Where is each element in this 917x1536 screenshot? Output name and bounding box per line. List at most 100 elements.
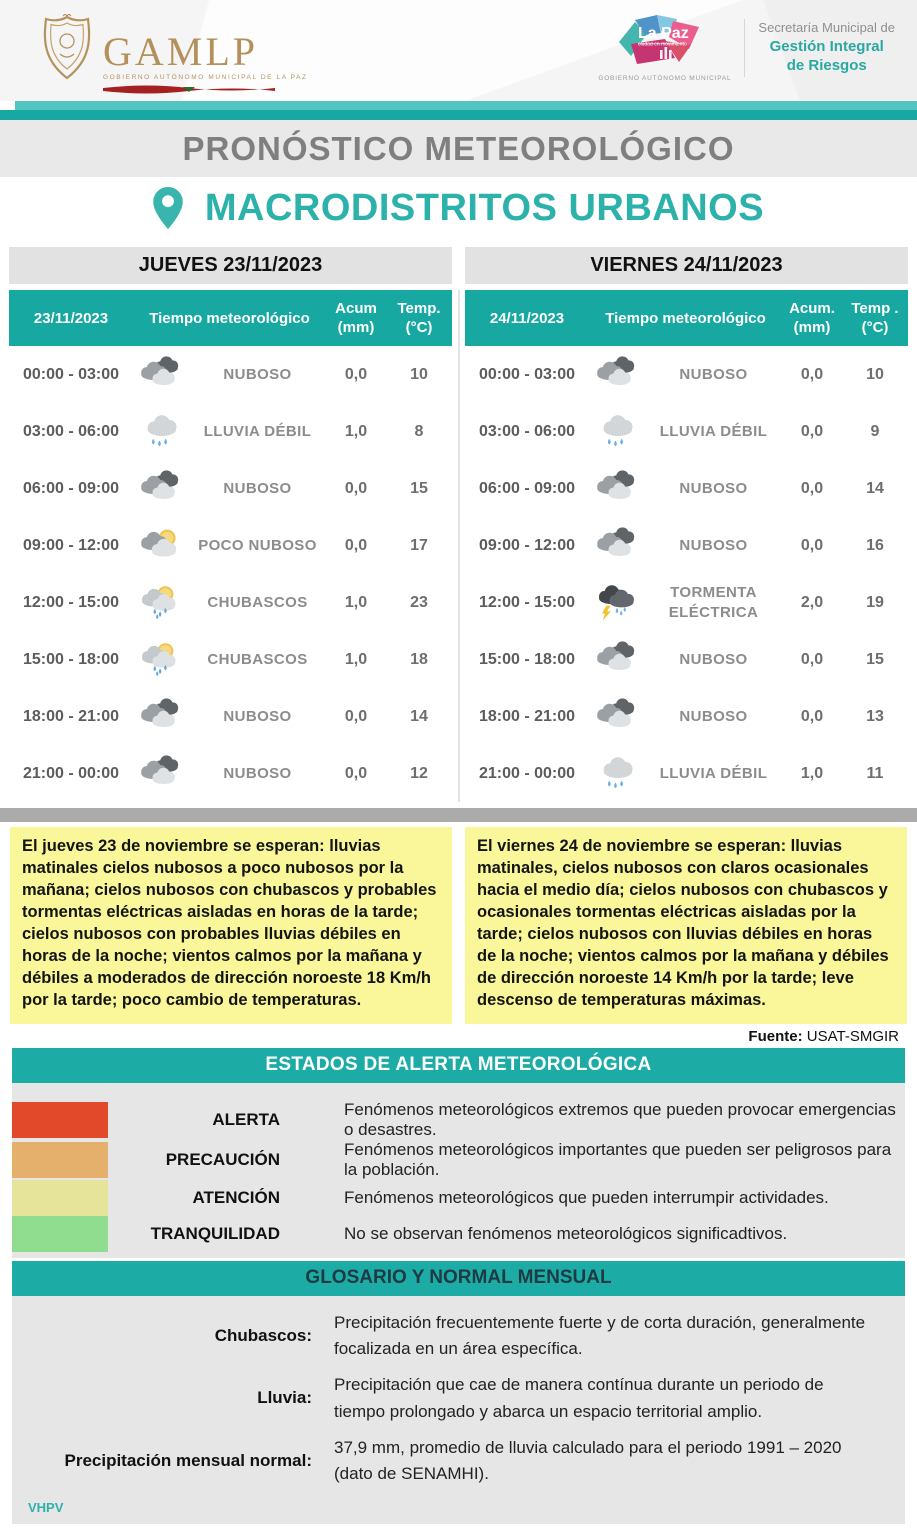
separator-bar bbox=[0, 808, 917, 822]
forecast-section: JUEVES 23/11/2023 23/11/2023 Tiempo mete… bbox=[0, 247, 917, 802]
weather-condition: POCO NUBOSO bbox=[198, 536, 317, 554]
glossary-term: Precipitación mensual normal: bbox=[64, 1451, 312, 1471]
time-range: 03:00 - 06:00 bbox=[478, 422, 576, 440]
alert-label: PRECAUCIÓN bbox=[165, 1149, 280, 1169]
page-subtitle: MACRODISTRITOS URBANOS bbox=[204, 186, 765, 229]
header-divider bbox=[744, 19, 746, 77]
lapaz-brand-block: La Paz ciudad en movimiento GOBIERNO AUT… bbox=[598, 14, 901, 82]
accumulation-value: 1,0 bbox=[344, 650, 368, 668]
time-range: 21:00 - 00:00 bbox=[22, 764, 120, 782]
gamlp-acronym: GAMLP bbox=[103, 29, 259, 74]
temperature-value: 15 bbox=[866, 650, 884, 668]
alert-description: Fenómenos meteorológicos que pueden inte… bbox=[344, 1187, 829, 1207]
alert-description: Fenómenos meteorológicos importantes que… bbox=[344, 1139, 892, 1179]
alert-label: ATENCIÓN bbox=[192, 1187, 280, 1207]
author-initials: VHPV bbox=[28, 1499, 64, 1515]
forecast-rows: 00:00 - 03:00 NUBOSO 0,0 10 03:00 - 06:0… bbox=[9, 346, 452, 802]
accumulation-value: 0,0 bbox=[344, 536, 368, 554]
alert-color-swatch bbox=[12, 1179, 108, 1216]
weather-condition: NUBOSO bbox=[223, 479, 292, 497]
source-line: Fuente: USAT-SMGIR bbox=[0, 1024, 917, 1048]
column-acum: Acum (mm) bbox=[335, 299, 377, 337]
lapaz-caption: GOBIERNO AUTÓNOMO MUNICIPAL bbox=[598, 75, 732, 82]
showers-icon bbox=[133, 641, 189, 679]
alert-color-swatch bbox=[12, 1215, 108, 1252]
forecast-row: 00:00 - 03:00 NUBOSO 0,0 10 bbox=[465, 346, 908, 403]
glossary-definition: Precipitación frecuentemente fuerte y de… bbox=[334, 1312, 866, 1358]
column-acum: Acum. (mm) bbox=[789, 299, 835, 337]
cloudy-icon bbox=[133, 698, 189, 736]
forecast-rows: 00:00 - 03:00 NUBOSO 0,0 10 03:00 - 06:0… bbox=[465, 346, 908, 802]
time-range: 12:00 - 15:00 bbox=[22, 593, 120, 611]
weather-condition: LLUVIA DÉBIL bbox=[659, 764, 768, 782]
alerts-title: ESTADOS DE ALERTA METEOROLÓGICA bbox=[12, 1047, 905, 1083]
accumulation-value: 0,0 bbox=[344, 365, 368, 383]
source-label: Fuente: bbox=[748, 1027, 803, 1045]
forecast-row: 18:00 - 21:00 NUBOSO 0,0 14 bbox=[9, 688, 452, 745]
accumulation-value: 1,0 bbox=[800, 764, 824, 782]
forecast-row: 06:00 - 09:00 NUBOSO 0,0 14 bbox=[465, 460, 908, 517]
column-weather: Tiempo meteorológico bbox=[149, 309, 310, 327]
weather-condition: CHUBASCOS bbox=[207, 593, 308, 611]
accumulation-value: 0,0 bbox=[800, 365, 824, 383]
lapaz-logo: La Paz ciudad en movimiento GOBIERNO AUT… bbox=[598, 14, 731, 82]
alert-row: PRECAUCIÓN Fenómenos meteorológicos impo… bbox=[12, 1140, 905, 1180]
table-header: 23/11/2023 Tiempo meteorológico Acum (mm)… bbox=[9, 290, 452, 346]
page-title: PRONÓSTICO METEOROLÓGICO bbox=[182, 129, 735, 167]
time-range: 15:00 - 18:00 bbox=[22, 650, 120, 668]
weather-condition: NUBOSO bbox=[679, 479, 748, 497]
forecast-row: 03:00 - 06:00 LLUVIA DÉBIL 1,0 8 bbox=[9, 403, 452, 460]
column-date: 24/11/2023 bbox=[489, 309, 565, 327]
alert-row: ATENCIÓN Fenómenos meteorológicos que pu… bbox=[12, 1179, 905, 1216]
forecast-row: 12:00 - 15:00 CHUBASCOS 1,0 23 bbox=[9, 574, 452, 631]
time-range: 18:00 - 21:00 bbox=[22, 707, 120, 725]
temperature-value: 13 bbox=[866, 707, 884, 725]
gamlp-wordmark: GAMLP GOBIERNO AUTÓNOMO MUNICIPAL DE LA … bbox=[103, 32, 308, 99]
weather-condition: LLUVIA DÉBIL bbox=[659, 422, 768, 440]
cloudy-icon bbox=[589, 698, 645, 736]
accumulation-value: 0,0 bbox=[800, 479, 824, 497]
time-range: 12:00 - 15:00 bbox=[478, 593, 576, 611]
alert-color-swatch bbox=[12, 1141, 108, 1178]
accumulation-value: 2,0 bbox=[800, 593, 824, 611]
accumulation-value: 0,0 bbox=[800, 422, 824, 440]
alert-label: ALERTA bbox=[212, 1109, 280, 1129]
time-range: 15:00 - 18:00 bbox=[478, 650, 576, 668]
temperature-value: 10 bbox=[866, 365, 884, 383]
temperature-value: 18 bbox=[410, 650, 428, 668]
accumulation-value: 1,0 bbox=[344, 422, 368, 440]
forecast-row: 21:00 - 00:00 NUBOSO 0,0 12 bbox=[9, 745, 452, 802]
temperature-value: 12 bbox=[410, 764, 428, 782]
time-range: 06:00 - 09:00 bbox=[22, 479, 120, 497]
accumulation-value: 0,0 bbox=[800, 707, 824, 725]
temperature-value: 11 bbox=[866, 764, 884, 782]
time-range: 09:00 - 12:00 bbox=[478, 536, 576, 554]
rain-icon bbox=[589, 413, 645, 451]
storm-icon bbox=[589, 584, 645, 622]
summary-friday: El viernes 24 de noviembre se esperan: l… bbox=[465, 827, 907, 1024]
temperature-value: 10 bbox=[410, 365, 428, 383]
glossary-row: Precipitación mensual normal: 37,9 mm, p… bbox=[12, 1435, 905, 1488]
secretaria-line1: Secretaría Municipal de bbox=[758, 20, 895, 36]
source-value: USAT-SMGIR bbox=[806, 1027, 899, 1045]
subtitle-band: MACRODISTRITOS URBANOS bbox=[0, 177, 917, 239]
column-temp: Temp . (°C) bbox=[851, 299, 899, 337]
summary-thursday: El jueves 23 de noviembre se esperan: ll… bbox=[10, 827, 452, 1024]
temperature-value: 19 bbox=[866, 593, 884, 611]
temperature-value: 17 bbox=[410, 536, 428, 554]
column-date: 23/11/2023 bbox=[33, 309, 109, 327]
forecast-row: 12:00 - 15:00 TORMENTA ELÉCTRICA 2,0 19 bbox=[465, 574, 908, 631]
forecast-row: 21:00 - 00:00 LLUVIA DÉBIL 1,0 11 bbox=[465, 745, 908, 802]
forecast-row: 18:00 - 21:00 NUBOSO 0,0 13 bbox=[465, 688, 908, 745]
temperature-value: 8 bbox=[414, 422, 424, 440]
column-weather: Tiempo meteorológico bbox=[605, 309, 766, 327]
alerts-panel: ALERTA Fenómenos meteorológicos extremos… bbox=[12, 1082, 905, 1258]
glossary-definition: 37,9 mm, promedio de lluvia calculado pa… bbox=[334, 1437, 842, 1484]
secretaria-title: Secretaría Municipal de Gestión Integral… bbox=[758, 20, 901, 76]
location-pin-icon bbox=[153, 187, 183, 229]
teal-band-light bbox=[15, 101, 917, 110]
weather-condition: NUBOSO bbox=[679, 365, 748, 383]
weather-condition: NUBOSO bbox=[679, 536, 748, 554]
gamlp-crest-icon bbox=[38, 13, 96, 87]
weather-condition: TORMENTA ELÉCTRICA bbox=[668, 584, 759, 621]
